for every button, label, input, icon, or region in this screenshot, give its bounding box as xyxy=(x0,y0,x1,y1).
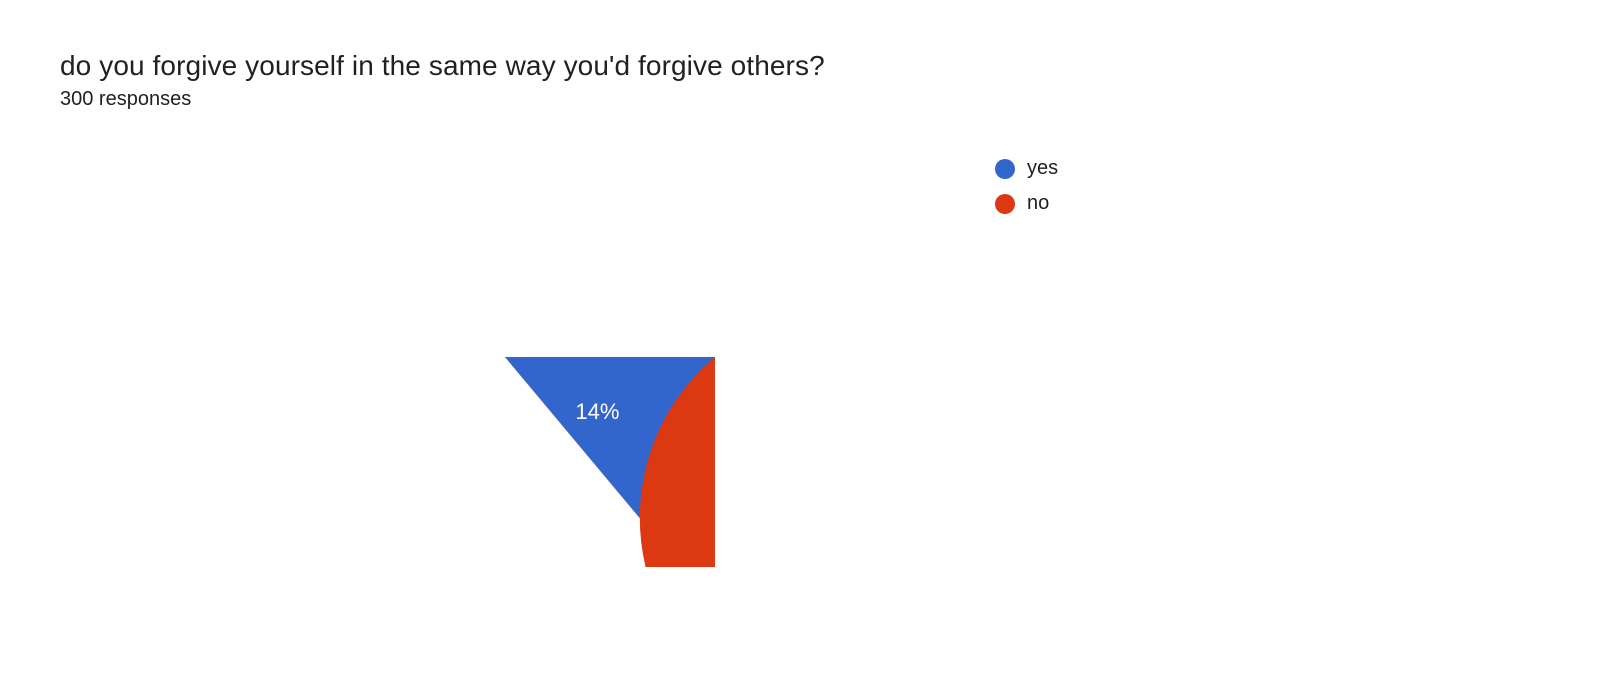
legend-swatch-no xyxy=(995,194,1015,214)
chart-row: 86% 14% yes no xyxy=(60,147,1540,567)
chart-container: do you forgive yourself in the same way … xyxy=(0,0,1600,673)
legend-label-no: no xyxy=(1027,192,1049,215)
pie-chart: 86% 14% xyxy=(295,147,715,567)
pie-svg xyxy=(295,147,715,567)
pie-label-no: 86% xyxy=(412,285,456,311)
legend-label-yes: yes xyxy=(1027,157,1058,180)
legend: yes no xyxy=(995,157,1058,227)
legend-item-yes: yes xyxy=(995,157,1058,180)
legend-swatch-yes xyxy=(995,159,1015,179)
response-count: 300 responses xyxy=(60,88,1540,111)
pie-label-yes: 14% xyxy=(575,399,619,425)
chart-title: do you forgive yourself in the same way … xyxy=(60,50,1540,82)
legend-item-no: no xyxy=(995,192,1058,215)
